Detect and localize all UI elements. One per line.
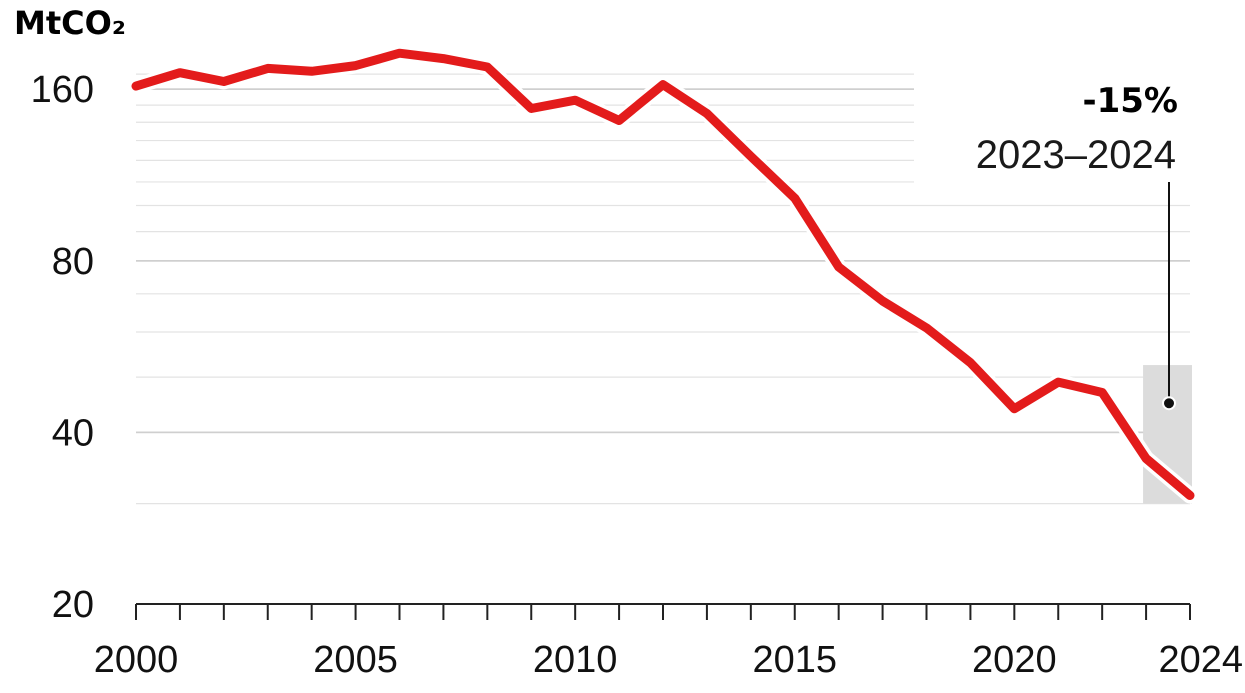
- annotation-range: 2023–2024: [976, 133, 1176, 177]
- y-tick-label: 40: [52, 412, 94, 454]
- annotation-percent: -15%: [1083, 81, 1179, 121]
- series-line-halo: [128, 45, 1198, 504]
- y-tick-label: 20: [52, 584, 94, 626]
- x-tick-label: 2010: [533, 639, 618, 681]
- annotation-dot: [1162, 396, 1176, 411]
- y-tick-label: 80: [52, 241, 94, 283]
- y-tick-label: 160: [31, 69, 94, 111]
- x-tick-label: 2000: [94, 639, 179, 681]
- series-group: [128, 45, 1198, 504]
- series-line: [131, 48, 1195, 500]
- x-tick-label: 2015: [752, 639, 837, 681]
- x-tick-label: 2024: [1158, 639, 1243, 681]
- x-tick-label: 2020: [972, 639, 1057, 681]
- y-axis-tick-labels: 20 40 80 160: [31, 69, 94, 626]
- y-axis-unit-label: MtCO₂: [14, 4, 126, 42]
- annotation: -15% 2023–2024: [976, 81, 1179, 411]
- x-tick-label: 2005: [313, 639, 398, 681]
- x-axis-tick-labels: 2000 2005 2010 2015 2020 2024: [94, 639, 1243, 681]
- x-axis: [135, 603, 1191, 620]
